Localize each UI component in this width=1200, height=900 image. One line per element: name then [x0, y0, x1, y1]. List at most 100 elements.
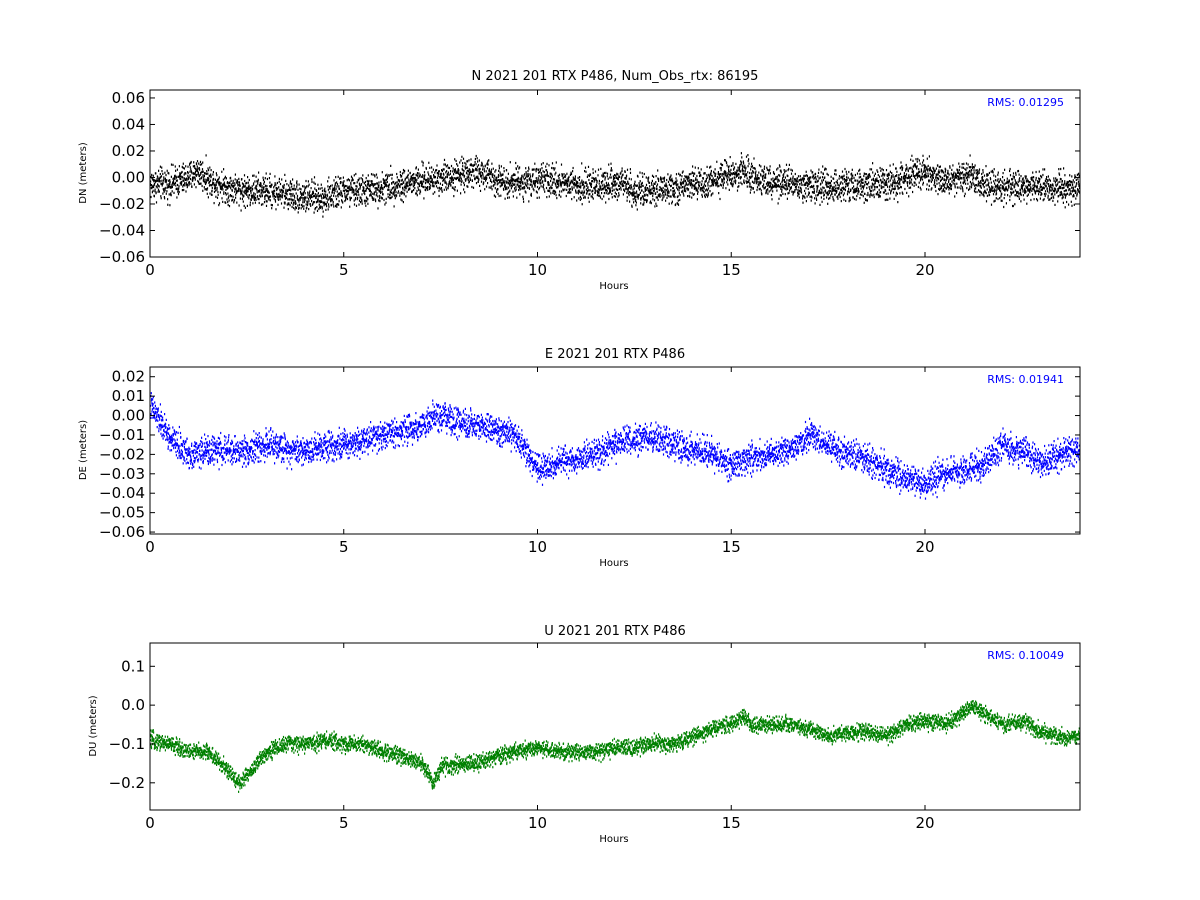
data-point: [819, 203, 821, 206]
data-point: [218, 204, 220, 207]
data-point: [964, 167, 966, 170]
data-point: [832, 186, 834, 189]
data-point: [735, 162, 737, 165]
data-point: [898, 177, 900, 180]
data-point: [574, 178, 576, 181]
data-point: [611, 186, 613, 189]
data-point: [315, 201, 317, 204]
data-point: [812, 185, 814, 188]
data-point: [454, 186, 456, 189]
data-point: [747, 159, 749, 163]
data-point: [475, 154, 477, 158]
data-point: [1000, 195, 1002, 198]
data-point: [779, 165, 781, 168]
data-point: [257, 195, 259, 198]
data-point: [182, 176, 184, 179]
data-point: [310, 195, 312, 198]
data-point: [834, 172, 836, 176]
data-point: [389, 193, 391, 196]
data-point: [827, 173, 829, 177]
data-point: [805, 200, 807, 203]
data-point: [337, 195, 339, 198]
data-point: [1006, 177, 1008, 180]
data-point: [617, 178, 619, 181]
data-point: [174, 181, 177, 184]
data-point: [781, 180, 783, 184]
data-point: [453, 168, 455, 172]
data-point: [480, 164, 482, 167]
data-point: [904, 179, 907, 182]
data-point: [908, 176, 910, 179]
data-point: [610, 176, 612, 179]
data-point: [412, 176, 414, 179]
data-point: [304, 188, 306, 191]
data-point: [180, 175, 182, 178]
data-point: [387, 184, 390, 187]
data-point: [621, 167, 623, 170]
data-point: [543, 171, 545, 174]
data-point: [443, 168, 445, 171]
data-point: [406, 182, 408, 185]
data-point: [1029, 181, 1031, 184]
data-point: [916, 176, 919, 179]
data-point: [787, 192, 789, 195]
data-point: [881, 185, 883, 189]
data-point: [300, 196, 302, 199]
data-point: [686, 183, 688, 186]
data-point: [760, 181, 762, 184]
data-point: [196, 174, 198, 177]
data-point: [452, 167, 454, 170]
data-point: [270, 185, 272, 188]
data-point: [493, 178, 495, 182]
data-point: [945, 179, 947, 182]
data-point: [802, 180, 805, 183]
data-point: [499, 180, 501, 183]
data-point: [263, 201, 266, 204]
data-point: [313, 201, 315, 204]
data-point: [543, 176, 546, 179]
data-point: [563, 175, 565, 178]
data-point: [490, 171, 492, 174]
data-point: [714, 182, 717, 185]
data-point: [656, 185, 658, 188]
data-point: [995, 184, 997, 187]
data-point: [817, 194, 819, 197]
data-point: [894, 182, 896, 185]
data-point: [750, 188, 752, 191]
data-point: [799, 175, 801, 178]
data-point: [990, 170, 992, 173]
data-point: [307, 202, 309, 205]
data-point: [892, 191, 895, 194]
data-point: [658, 179, 660, 182]
data-point: [770, 193, 773, 197]
data-point: [292, 192, 294, 196]
data-point: [377, 182, 379, 185]
data-point: [771, 198, 773, 201]
data-point: [151, 186, 153, 189]
data-point: [761, 175, 763, 178]
data-point: [970, 171, 972, 174]
data-point: [998, 181, 1000, 184]
data-point: [846, 173, 848, 176]
data-point: [732, 162, 734, 165]
data-point: [1025, 177, 1027, 180]
data-point: [689, 191, 691, 194]
data-point: [512, 174, 514, 177]
data-point: [620, 171, 622, 174]
data-point: [438, 189, 440, 192]
data-point: [977, 180, 980, 183]
data-point: [654, 182, 656, 185]
data-point: [302, 198, 304, 201]
data-point: [496, 183, 498, 186]
data-point: [655, 192, 657, 195]
data-point: [457, 169, 459, 172]
data-point: [181, 165, 183, 168]
data-point: [441, 169, 443, 172]
data-point: [813, 187, 815, 190]
data-point: [649, 191, 651, 194]
data-point: [410, 183, 412, 186]
data-point: [558, 176, 560, 179]
data-point: [573, 196, 575, 199]
data-point: [279, 190, 281, 193]
data-point: [633, 187, 635, 190]
